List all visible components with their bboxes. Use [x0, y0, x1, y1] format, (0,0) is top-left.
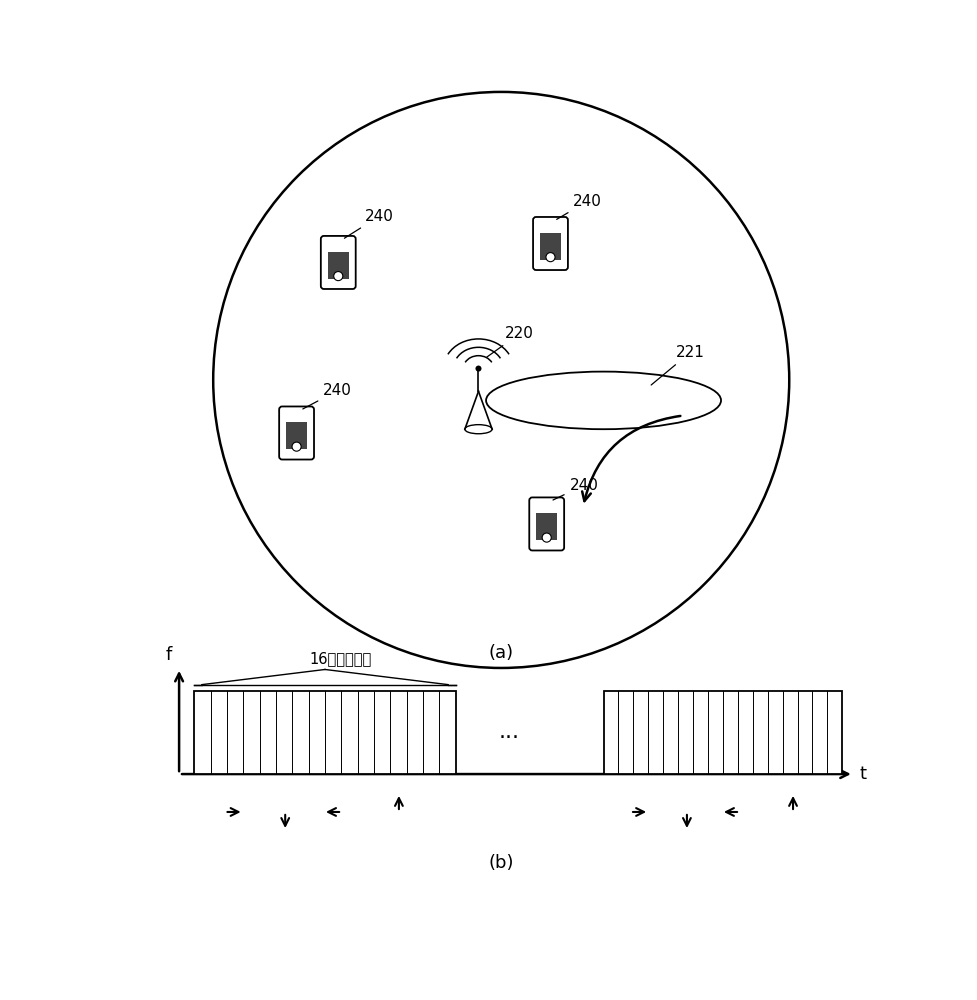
Text: 240: 240 [552, 478, 598, 500]
Text: t: t [859, 765, 866, 783]
Text: (b): (b) [488, 854, 514, 872]
FancyBboxPatch shape [320, 236, 356, 289]
Text: f: f [165, 646, 171, 664]
Text: 240: 240 [556, 194, 602, 219]
Circle shape [475, 366, 481, 372]
Text: 240: 240 [303, 383, 352, 409]
Bar [194, 691, 455, 774]
Circle shape [541, 533, 551, 542]
FancyBboxPatch shape [278, 406, 314, 460]
Bar [535, 513, 557, 540]
Circle shape [545, 253, 555, 262]
Text: 16个时域单元: 16个时域单元 [309, 651, 371, 666]
FancyBboxPatch shape [529, 497, 564, 550]
FancyBboxPatch shape [532, 217, 568, 270]
Text: ...: ... [498, 722, 519, 742]
Bar [285, 422, 307, 449]
Bar [603, 691, 841, 774]
Bar [539, 233, 561, 260]
Circle shape [333, 272, 343, 281]
Bar [327, 252, 349, 279]
Text: (a): (a) [488, 644, 513, 662]
Text: 221: 221 [651, 345, 703, 385]
Circle shape [292, 442, 301, 451]
Text: 240: 240 [344, 209, 394, 238]
Text: 220: 220 [487, 326, 533, 357]
